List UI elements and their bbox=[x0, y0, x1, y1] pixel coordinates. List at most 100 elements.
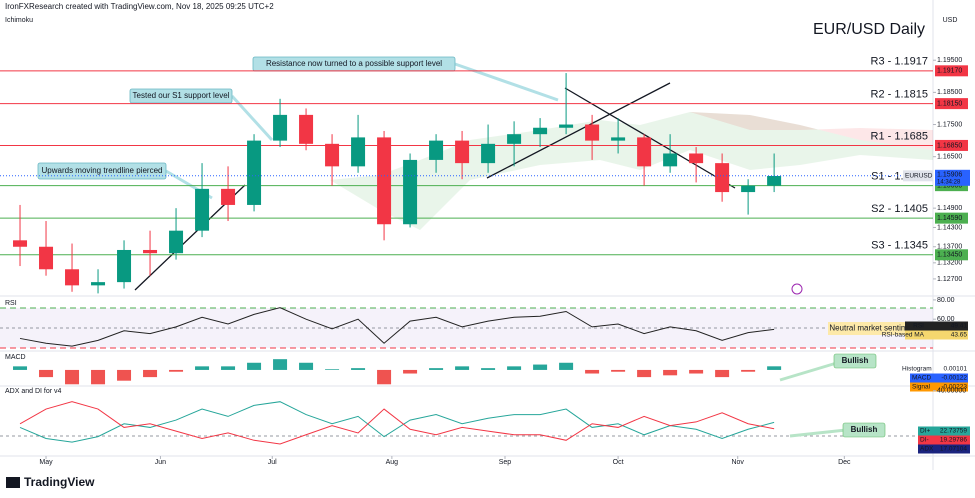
indicator-name: DI- bbox=[920, 437, 929, 444]
histogram-bar bbox=[377, 369, 392, 385]
tick-label: 1.14300 bbox=[937, 224, 962, 231]
price-tag-label: 1.19170 bbox=[937, 68, 962, 75]
histogram-bar bbox=[481, 368, 496, 370]
candle-body bbox=[715, 163, 730, 193]
indicator-tag bbox=[918, 435, 970, 445]
indicator-name: Signal bbox=[912, 384, 931, 391]
histogram-bar bbox=[325, 369, 340, 370]
candle-body bbox=[39, 246, 54, 270]
indicator-tag bbox=[910, 382, 968, 392]
price-tag bbox=[935, 139, 968, 151]
indicator-line bbox=[19, 401, 775, 445]
annotation-pointer bbox=[779, 360, 841, 382]
indicator-tag bbox=[918, 426, 970, 436]
histogram-bar bbox=[507, 366, 522, 370]
countdown: 14:34:28 bbox=[937, 179, 961, 185]
candle-body bbox=[221, 188, 236, 205]
candle-body bbox=[195, 188, 210, 231]
level-label: R1 - 1.1685 bbox=[871, 130, 928, 142]
x-tick-label: Oct bbox=[613, 459, 624, 466]
histogram-bar bbox=[169, 369, 184, 372]
annotation-pointer bbox=[230, 94, 274, 142]
x-tick-label: Jul bbox=[268, 459, 277, 466]
histogram-bar bbox=[195, 366, 210, 370]
tick-label: 80.00 bbox=[937, 297, 955, 304]
candle-body bbox=[403, 159, 418, 225]
candle-body bbox=[299, 114, 314, 144]
indicator-value: -0.00223 bbox=[941, 384, 967, 391]
histogram-bar bbox=[741, 369, 756, 372]
tick-label: 1.14900 bbox=[937, 205, 962, 212]
indicator-line bbox=[19, 401, 775, 443]
price-tag bbox=[935, 249, 968, 261]
candle-body bbox=[351, 137, 366, 167]
price-tag-label: 1.15906 bbox=[937, 172, 962, 179]
annotation-box bbox=[842, 422, 886, 438]
histogram-bar bbox=[39, 369, 54, 378]
indicator-value: 0.00101 bbox=[944, 366, 968, 373]
indicator-tag bbox=[905, 330, 968, 340]
candle-body bbox=[611, 137, 626, 141]
panel-title: RSI bbox=[5, 300, 17, 307]
annotation: Tested our S1 support level bbox=[133, 91, 230, 100]
indicator-value: 19.29786 bbox=[940, 437, 967, 444]
tick-label: 1.12700 bbox=[937, 276, 962, 283]
histogram-bar bbox=[715, 369, 730, 378]
histogram-bar bbox=[403, 369, 418, 374]
level-label: S2 - 1.1405 bbox=[871, 203, 928, 215]
histogram-bar bbox=[559, 362, 574, 370]
candle-body bbox=[533, 127, 548, 135]
histogram-bar bbox=[689, 369, 704, 374]
candle-body bbox=[325, 143, 340, 167]
annotation-box bbox=[833, 353, 877, 369]
event-icon bbox=[791, 283, 803, 295]
chart-title: EUR/USD Daily bbox=[813, 21, 925, 38]
panel-title: MACD bbox=[5, 354, 26, 361]
histogram-bar bbox=[429, 368, 444, 370]
x-tick-label: Sep bbox=[499, 459, 512, 466]
ichimoku-cloud bbox=[330, 112, 933, 230]
candle-body bbox=[377, 137, 392, 225]
indicator-tag bbox=[918, 444, 970, 454]
annotation-box bbox=[828, 322, 920, 335]
level-label: R2 - 1.1815 bbox=[871, 89, 928, 101]
symbol-tag-label: EURUSD bbox=[905, 173, 933, 180]
price-tag bbox=[935, 98, 968, 110]
candle-body bbox=[585, 124, 600, 141]
candle-body bbox=[455, 140, 470, 164]
tick-label: 1.16500 bbox=[937, 154, 962, 161]
histogram-bar bbox=[611, 369, 626, 372]
candle-body bbox=[13, 240, 28, 247]
x-tick-label: May bbox=[39, 459, 53, 466]
x-tick-label: Nov bbox=[731, 459, 744, 466]
histogram-bar bbox=[91, 369, 106, 385]
histogram-bar bbox=[663, 369, 678, 376]
histogram-bar bbox=[767, 366, 782, 370]
currency: USD bbox=[943, 17, 958, 24]
price-tag bbox=[935, 65, 968, 77]
candle-body bbox=[767, 175, 782, 186]
x-tick-label: Dec bbox=[838, 459, 851, 466]
x-tick-label: Jun bbox=[155, 459, 166, 466]
annotation-pointer bbox=[454, 62, 559, 102]
candle-body bbox=[741, 185, 756, 193]
indicator-value: 49.41 bbox=[951, 323, 968, 330]
annotation-pointer bbox=[789, 428, 847, 438]
price-tag-label: 1.15600 bbox=[937, 182, 962, 189]
rsi-band bbox=[0, 308, 933, 348]
histogram-bar bbox=[455, 366, 470, 370]
indicator-name: Histogram bbox=[902, 366, 932, 373]
tick-label: 60.00 bbox=[937, 316, 955, 323]
histogram-bar bbox=[143, 369, 158, 378]
tick-label: 1.13700 bbox=[937, 244, 962, 251]
attribution: IronFXResearch created with TradingView.… bbox=[5, 2, 274, 11]
indicator-name: DI+ bbox=[920, 428, 931, 435]
indicator-name: Ichimoku bbox=[5, 17, 33, 24]
annotation: Resistance now turned to a possible supp… bbox=[266, 59, 442, 68]
indicator-tag bbox=[905, 321, 968, 331]
candle-body bbox=[507, 134, 522, 144]
candle-body bbox=[481, 143, 496, 164]
indicator-name: RSI bbox=[913, 323, 924, 330]
histogram-bar bbox=[585, 369, 600, 374]
